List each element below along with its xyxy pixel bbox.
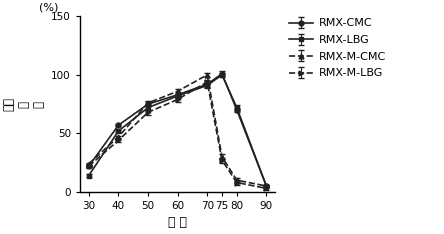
Text: (%): (%) xyxy=(39,3,58,13)
X-axis label: 温 度: 温 度 xyxy=(168,216,187,230)
Legend: RMX-CMC, RMX-LBG, RMX-M-CMC, RMX-M-LBG: RMX-CMC, RMX-LBG, RMX-M-CMC, RMX-M-LBG xyxy=(289,18,386,78)
Y-axis label: 相对
酶
活: 相对 酶 活 xyxy=(3,97,46,111)
